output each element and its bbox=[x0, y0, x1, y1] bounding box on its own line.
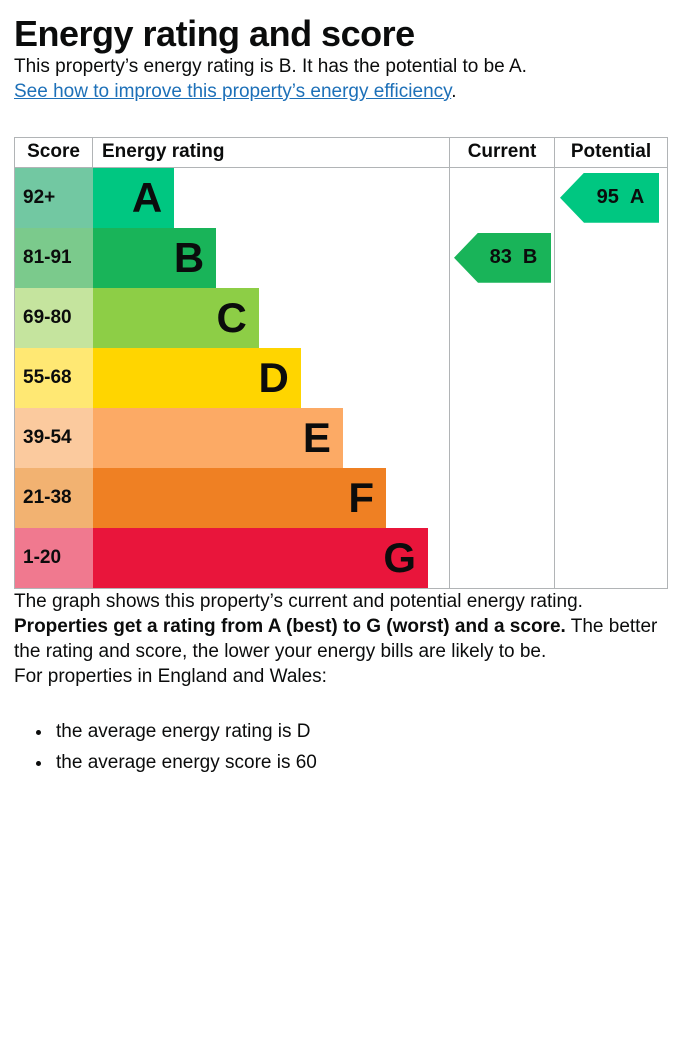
score-range-cell: 39-54 bbox=[15, 407, 93, 468]
rating-row-b: 81-91 B 83 B bbox=[15, 227, 667, 288]
rating-bar-cell: E bbox=[93, 407, 449, 468]
rating-bar-a: A bbox=[93, 167, 175, 228]
current-rating-arrow: 83 B bbox=[454, 232, 551, 283]
rating-bar-cell: B bbox=[93, 227, 449, 288]
rating-bar-e: E bbox=[93, 407, 343, 468]
current-cell bbox=[449, 407, 554, 468]
potential-cell bbox=[554, 347, 667, 408]
band-letter: G bbox=[383, 533, 416, 581]
rating-explanation-bold: Properties get a rating from A (best) to… bbox=[14, 615, 566, 637]
region-heading: For properties in England and Wales: bbox=[14, 665, 327, 687]
score-range-label: 39-54 bbox=[23, 426, 72, 448]
score-range-label: 55-68 bbox=[23, 366, 72, 388]
rating-explanation: Properties get a rating from A (best) to… bbox=[14, 614, 666, 664]
rating-bar-cell: D bbox=[93, 347, 449, 408]
score-range-cell: 92+ bbox=[15, 167, 93, 228]
potential-cell bbox=[554, 407, 667, 468]
score-range-cell: 55-68 bbox=[15, 347, 93, 408]
energy-rating-graph: Score Energy rating Current Potential 92… bbox=[14, 136, 668, 589]
current-score-value: 83 bbox=[489, 246, 512, 269]
rating-bar-cell: C bbox=[93, 287, 449, 348]
rating-row-f: 21-38 F bbox=[15, 467, 667, 528]
band-letter: E bbox=[302, 413, 331, 461]
epc-page: Energy rating and score This property’s … bbox=[0, 14, 683, 779]
score-range-cell: 21-38 bbox=[15, 467, 93, 528]
score-range-cell: 69-80 bbox=[15, 287, 93, 348]
rating-row-g: 1-20 G bbox=[15, 527, 667, 588]
current-cell bbox=[449, 467, 554, 528]
col-header-potential: Potential bbox=[554, 137, 667, 167]
potential-score-value: 95 bbox=[596, 186, 619, 209]
band-letter: D bbox=[258, 353, 289, 401]
current-cell: 83 B bbox=[449, 227, 554, 288]
potential-rating-arrow: 95 A bbox=[560, 172, 659, 223]
graph-header-row: Score Energy rating Current Potential bbox=[15, 137, 667, 168]
intro-text: This property’s energy rating is B. It h… bbox=[14, 55, 527, 77]
page-title: Energy rating and score bbox=[14, 13, 415, 54]
score-range-cell: 81-91 bbox=[15, 227, 93, 288]
rating-row-a: 92+ A 95 A bbox=[15, 167, 667, 228]
col-header-current: Current bbox=[449, 137, 554, 167]
rating-row-c: 69-80 C bbox=[15, 287, 667, 348]
rating-bar-c: C bbox=[93, 287, 259, 348]
rating-explanation-rest: The better the rating and score, the low… bbox=[14, 615, 658, 662]
score-range-label: 92+ bbox=[23, 186, 56, 208]
average-score-item: the average energy score is 60 bbox=[53, 748, 666, 779]
improve-link[interactable]: See how to improve this property’s energ… bbox=[14, 80, 452, 102]
band-letter: B bbox=[173, 233, 205, 281]
potential-cell: 95 A bbox=[554, 167, 667, 228]
potential-band-letter: A bbox=[629, 186, 645, 209]
band-letter: F bbox=[348, 473, 374, 521]
rating-bar-cell: G bbox=[93, 527, 449, 588]
potential-cell bbox=[554, 467, 667, 528]
band-letter: A bbox=[131, 173, 163, 221]
averages-list: the average energy rating is D the avera… bbox=[14, 717, 666, 779]
potential-cell bbox=[554, 287, 667, 348]
rating-bar-cell: F bbox=[93, 467, 449, 528]
score-range-label: 81-91 bbox=[23, 246, 72, 268]
rating-bar-b: B bbox=[93, 227, 217, 288]
col-header-score: Score bbox=[15, 137, 93, 167]
rating-bar-g: G bbox=[93, 527, 428, 588]
current-cell bbox=[449, 527, 554, 588]
rating-bar-cell: A bbox=[93, 167, 449, 228]
score-range-label: 69-80 bbox=[23, 306, 72, 328]
current-cell bbox=[449, 287, 554, 348]
band-letter: C bbox=[216, 293, 247, 341]
score-range-label: 1-20 bbox=[23, 546, 62, 568]
col-header-rating: Energy rating bbox=[102, 141, 225, 163]
rating-bar-f: F bbox=[93, 467, 386, 528]
improve-link-line: See how to improve this property’s energ… bbox=[14, 79, 666, 104]
link-period: . bbox=[451, 80, 457, 102]
rating-row-e: 39-54 E bbox=[15, 407, 667, 468]
potential-cell bbox=[554, 527, 667, 588]
score-range-cell: 1-20 bbox=[15, 527, 93, 588]
graph-caption: The graph shows this property’s current … bbox=[14, 590, 583, 612]
graph-band-rows: 92+ A 95 A 81-91 B 83 B 69-80 C 55-68 D 39-54 E 21-38 F… bbox=[15, 167, 667, 588]
potential-cell bbox=[554, 227, 667, 288]
current-band-letter: B bbox=[522, 246, 538, 269]
rating-row-d: 55-68 D bbox=[15, 347, 667, 408]
current-cell bbox=[449, 347, 554, 408]
score-range-label: 21-38 bbox=[23, 486, 72, 508]
current-cell bbox=[449, 167, 554, 228]
rating-bar-d: D bbox=[93, 347, 301, 408]
average-rating-item: the average energy rating is D bbox=[53, 717, 666, 748]
